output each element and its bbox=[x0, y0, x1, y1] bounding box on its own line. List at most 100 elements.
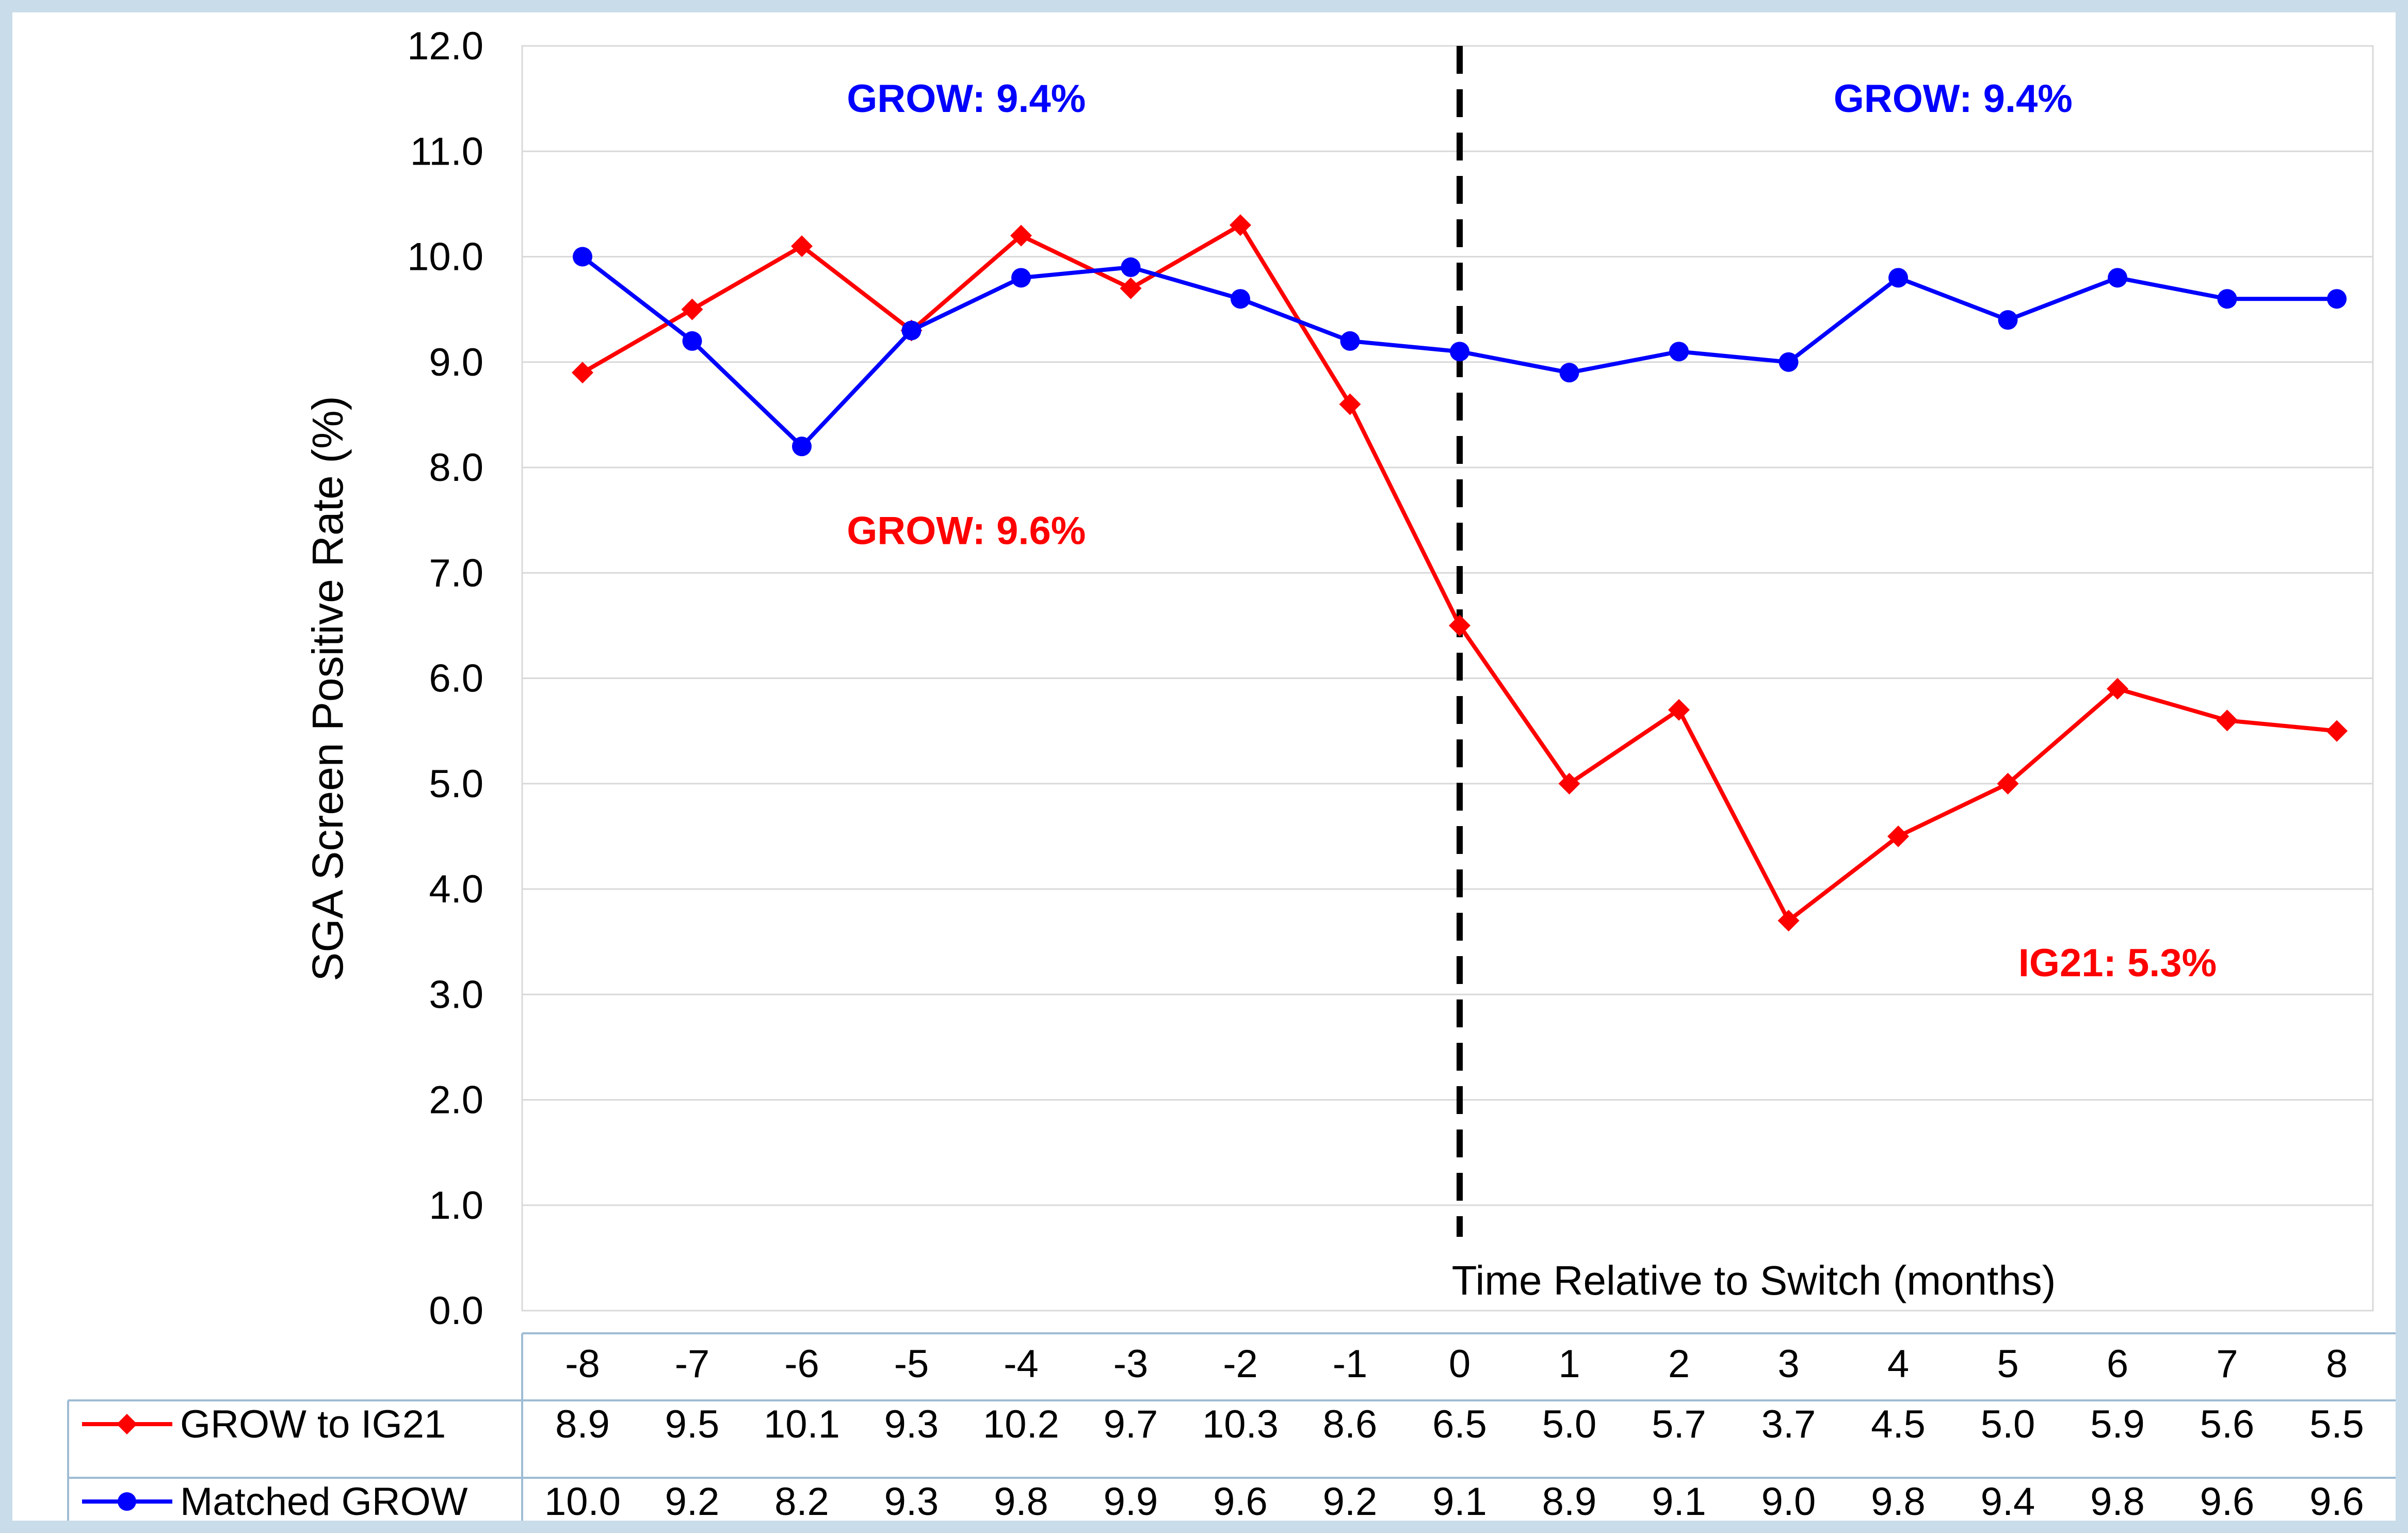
x-tick-label: -1 bbox=[1333, 1342, 1368, 1386]
data-point-diamond bbox=[572, 362, 593, 384]
table-cell: 9.1 bbox=[1432, 1480, 1487, 1521]
legend-label: GROW to IG21 bbox=[180, 1402, 446, 1446]
table-cell: 9.3 bbox=[884, 1480, 939, 1521]
data-point-circle bbox=[1450, 342, 1469, 362]
x-tick-label: -4 bbox=[1004, 1342, 1039, 1386]
x-tick-label: -7 bbox=[675, 1342, 710, 1386]
data-point-diamond bbox=[791, 235, 813, 257]
plot-area: 0.0 1.0 2.0 3.0 4.0 5.0 6.0 7.0 8.0 9.0 10.0 11.0 12… bbox=[407, 24, 2374, 1333]
y-tick-label: 0.0 bbox=[429, 1289, 483, 1333]
data-point-circle bbox=[1121, 257, 1141, 277]
data-point-diamond bbox=[1777, 910, 1800, 932]
data-point-circle bbox=[792, 437, 812, 457]
table-cell: 9.5 bbox=[665, 1402, 720, 1446]
data-point-circle bbox=[1998, 310, 2018, 330]
x-tick-label: -5 bbox=[894, 1342, 929, 1386]
table-cell: 8.6 bbox=[1323, 1402, 1378, 1446]
gridlines bbox=[522, 150, 2373, 1206]
data-point-circle bbox=[2108, 268, 2127, 288]
data-point-diamond bbox=[1668, 699, 1690, 721]
x-tick-label: -2 bbox=[1223, 1342, 1258, 1386]
x-tick-label: 3 bbox=[1777, 1342, 1799, 1386]
table-cell: 8.9 bbox=[555, 1402, 610, 1446]
data-point-circle bbox=[1011, 268, 1031, 288]
table-cell: 9.8 bbox=[994, 1480, 1048, 1521]
table-cell: 9.4 bbox=[1981, 1480, 2035, 1521]
table-cell: 9.6 bbox=[2309, 1480, 2364, 1521]
table-cell: 10.3 bbox=[1202, 1402, 1279, 1446]
x-tick-label: 1 bbox=[1558, 1342, 1580, 1386]
y-tick-label: 8.0 bbox=[429, 446, 483, 490]
y-tick-label: 3.0 bbox=[429, 973, 483, 1016]
data-point-diamond bbox=[1887, 825, 1909, 847]
y-tick-label: 1.0 bbox=[429, 1184, 483, 1228]
table-cell: 9.9 bbox=[1104, 1480, 1158, 1521]
annotations: GROW: 9.4% GROW: 9.4% GROW: 9.6% IG21: 5.3% bbox=[847, 77, 2217, 985]
table-cell: 9.8 bbox=[1871, 1480, 1926, 1521]
annotation-label: GROW: 9.4% bbox=[847, 77, 1086, 121]
data-point-circle bbox=[1779, 352, 1799, 372]
data-point-diamond bbox=[2216, 709, 2238, 732]
series-matched-grow bbox=[573, 247, 2347, 457]
annotation-label: GROW: 9.4% bbox=[1834, 77, 2073, 121]
data-point-diamond bbox=[2326, 720, 2348, 742]
x-tick-label: 2 bbox=[1668, 1342, 1690, 1386]
x-tick-label: 8 bbox=[2326, 1342, 2348, 1386]
table-cell: 10.0 bbox=[544, 1480, 621, 1521]
y-tick-label: 7.0 bbox=[429, 551, 483, 595]
table-cell: 9.1 bbox=[1652, 1480, 1706, 1521]
table-cell: 3.7 bbox=[1761, 1402, 1816, 1446]
table-cell: 9.3 bbox=[884, 1402, 939, 1446]
y-tick-label: 5.0 bbox=[429, 762, 483, 806]
table-cell: 10.2 bbox=[983, 1402, 1059, 1446]
x-tick-label: -8 bbox=[565, 1342, 600, 1386]
data-point-diamond bbox=[1339, 393, 1361, 415]
data-point-circle bbox=[901, 320, 922, 341]
legend-label: Matched GROW bbox=[180, 1480, 468, 1521]
x-axis-label: Time Relative to Switch (months) bbox=[1452, 1257, 2056, 1303]
y-axis-ticks: 0.0 1.0 2.0 3.0 4.0 5.0 6.0 7.0 8.0 9.0 10.0 11.0 12… bbox=[407, 24, 483, 1333]
table-cell: 9.7 bbox=[1104, 1402, 1158, 1446]
table-cell: 4.5 bbox=[1871, 1402, 1926, 1446]
table-cell: 8.2 bbox=[774, 1480, 829, 1521]
table-cell: 9.2 bbox=[665, 1480, 720, 1521]
data-point-circle bbox=[1888, 268, 1908, 288]
table-cell: 5.0 bbox=[1981, 1402, 2035, 1446]
table-cell: 10.1 bbox=[764, 1402, 840, 1446]
data-point-diamond bbox=[1010, 224, 1032, 247]
data-point-circle bbox=[1669, 342, 1689, 362]
annotation-label: IG21: 5.3% bbox=[2018, 941, 2217, 985]
x-tick-label: 0 bbox=[1449, 1342, 1470, 1386]
data-point-circle bbox=[1231, 289, 1250, 309]
table-cell: 9.8 bbox=[2090, 1480, 2145, 1521]
table-cell: 9.0 bbox=[1761, 1480, 1816, 1521]
y-tick-label: 4.0 bbox=[429, 867, 483, 911]
data-point-diamond bbox=[1449, 615, 1470, 637]
y-tick-label: 11.0 bbox=[410, 130, 483, 173]
y-tick-label: 9.0 bbox=[429, 341, 483, 384]
data-point-diamond bbox=[1997, 772, 2019, 795]
legend-marker-circle bbox=[118, 1492, 136, 1511]
table-cell: 5.6 bbox=[2200, 1402, 2255, 1446]
data-table: -8 -7 -6 -5 -4 -3 -2 -1 0 1 2 3 4 5 6 7 8 GROW to IG21 8.9… bbox=[67, 1332, 2396, 1521]
table-cell: 5.7 bbox=[1652, 1402, 1706, 1446]
data-point-circle bbox=[1340, 331, 1360, 351]
y-tick-label: 12.0 bbox=[407, 24, 483, 68]
data-point-diamond bbox=[1558, 772, 1580, 795]
x-tick-label: -3 bbox=[1113, 1342, 1149, 1386]
table-cell: 9.2 bbox=[1323, 1480, 1378, 1521]
table-cell: 5.5 bbox=[2309, 1402, 2364, 1446]
x-tick-label: 7 bbox=[2216, 1342, 2238, 1386]
table-cell: 9.6 bbox=[1213, 1480, 1268, 1521]
y-tick-label: 2.0 bbox=[429, 1078, 483, 1122]
data-point-circle bbox=[573, 247, 592, 267]
x-tick-label: 4 bbox=[1887, 1342, 1909, 1386]
x-tick-label: 5 bbox=[1997, 1342, 2018, 1386]
annotation-label: GROW: 9.6% bbox=[847, 509, 1086, 553]
data-point-diamond bbox=[1120, 277, 1142, 299]
table-cell: 8.9 bbox=[1542, 1480, 1597, 1521]
data-point-circle bbox=[2327, 289, 2347, 309]
data-point-circle bbox=[1559, 363, 1579, 383]
legend-marker-diamond bbox=[117, 1414, 137, 1434]
